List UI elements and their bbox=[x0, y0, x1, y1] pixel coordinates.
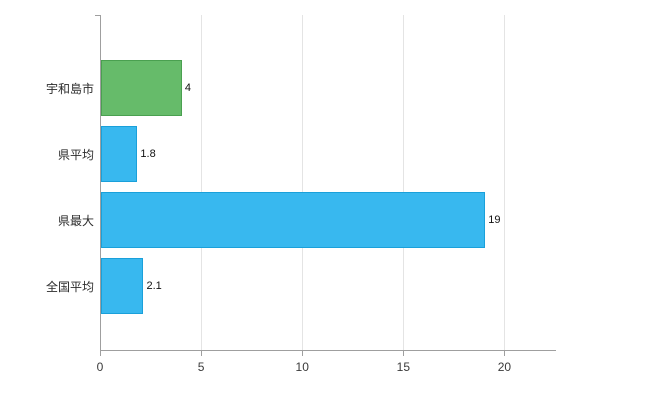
chart-row: 県最大 19 bbox=[0, 187, 556, 253]
bar[interactable] bbox=[101, 258, 144, 314]
category-label: 県平均 bbox=[57, 147, 94, 162]
grid-line bbox=[504, 15, 506, 350]
chart-row: 宇和島市 4 bbox=[0, 55, 556, 121]
grid-line bbox=[201, 15, 203, 350]
x-axis-tick bbox=[100, 351, 101, 356]
x-axis-tick-label: 10 bbox=[295, 360, 309, 374]
category-label: 全国平均 bbox=[45, 279, 94, 294]
chart-row: 全国平均 2.1 bbox=[0, 253, 556, 319]
value-label: 1.8 bbox=[140, 148, 156, 160]
y-axis-top-tick bbox=[95, 15, 100, 16]
value-label: 2.1 bbox=[146, 280, 162, 292]
value-label: 19 bbox=[488, 214, 501, 226]
bar-track: 2.1 bbox=[101, 258, 556, 314]
bar-track: 4 bbox=[101, 60, 556, 116]
x-axis-tick bbox=[302, 351, 304, 356]
x-axis-tick-label: 5 bbox=[197, 360, 205, 374]
x-axis-tick-label: 0 bbox=[96, 360, 104, 374]
bar-track: 1.8 bbox=[101, 126, 556, 182]
x-axis-tick bbox=[504, 351, 506, 356]
grid-line bbox=[302, 15, 304, 350]
x-axis-tick bbox=[201, 351, 203, 356]
y-axis-line bbox=[100, 15, 101, 351]
chart-row: 県平均 1.8 bbox=[0, 121, 556, 187]
x-axis-tick-label: 15 bbox=[396, 360, 410, 374]
category-label: 宇和島市 bbox=[45, 81, 94, 96]
bar[interactable] bbox=[101, 60, 182, 116]
value-label: 4 bbox=[184, 82, 191, 94]
x-axis-line bbox=[100, 350, 556, 351]
x-axis-tick-label: 20 bbox=[497, 360, 512, 374]
bar-track: 19 bbox=[101, 192, 556, 248]
grid-line bbox=[403, 15, 405, 350]
chart-rows: 宇和島市 4 県平均 1.8 県最大 19 全国平均 2.1 bbox=[0, 15, 556, 350]
x-axis-tick bbox=[403, 351, 405, 356]
category-label: 県最大 bbox=[57, 213, 94, 228]
bar[interactable] bbox=[101, 192, 486, 248]
bar[interactable] bbox=[101, 126, 138, 182]
